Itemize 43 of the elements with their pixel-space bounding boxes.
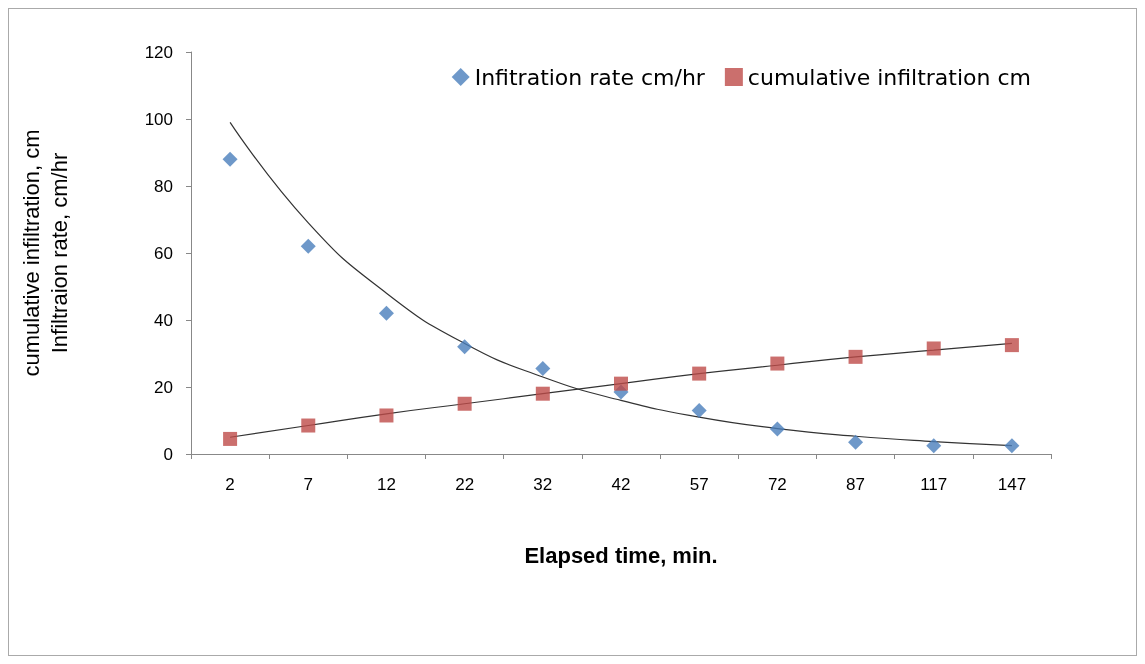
point [300,238,316,254]
y-axis-title: cumulative infiltration, cm Infiltraion rate, cm/hr [18,129,72,377]
point [848,434,864,450]
point [378,305,394,321]
point [301,418,316,433]
y-tick-label: 60 [154,243,173,263]
y-tick-label: 80 [154,176,173,196]
point [770,356,785,371]
point [692,366,707,381]
y-tick-label: 100 [144,109,173,129]
point [769,421,785,437]
legend-label: cumulative infiltration cm [747,64,1032,90]
x-tick-label: 32 [533,475,553,494]
x-tick-label: 12 [376,475,396,494]
point [535,361,551,377]
point [379,408,394,423]
x-tick-label: 2 [225,475,235,494]
x-tick-label: 117 [920,475,948,494]
y-tick-label: 120 [144,42,173,62]
point [614,376,628,391]
x-tick-label: 7 [303,475,314,494]
x-tick-label: 42 [611,475,631,494]
point [848,349,863,364]
point [457,396,472,411]
point [1004,438,1020,454]
x-tick-label: 147 [997,475,1027,494]
x-tick-label: 57 [689,475,709,494]
point [457,339,473,355]
y-tick-label: 40 [154,310,173,330]
point [223,431,238,446]
x-tick-label: 87 [846,475,866,494]
point [691,402,707,418]
point [222,151,238,167]
legend-label: Infitration rate cm/hr [474,64,706,90]
y-tick-label: 20 [154,377,173,397]
point [1004,338,1019,353]
x-tick-label: 22 [455,475,475,494]
y-tick-label: 0 [163,444,173,464]
point [926,341,941,356]
x-tick-label: 72 [767,475,787,494]
point [926,438,942,454]
x-axis-title: Elapsed time, min. [524,542,718,568]
point [535,386,550,401]
